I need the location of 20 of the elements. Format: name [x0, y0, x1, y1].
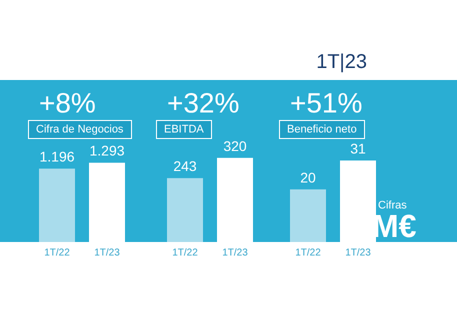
x-tick-label: 1T/23: [222, 248, 248, 258]
annotation: Cifras: [378, 200, 408, 212]
x-tick-label: 1T/22: [295, 248, 322, 258]
data-label: 31: [350, 140, 366, 157]
x-tick-label: 1T/23: [345, 248, 372, 258]
chart-subtitle: Cifra de Negocios: [36, 124, 124, 136]
data-label: 1.196: [39, 148, 75, 165]
data-label: 1.293: [89, 142, 125, 159]
x-tick-label: 1T/22: [172, 248, 198, 258]
text: 1T|23: [316, 51, 367, 73]
data-label: 243: [173, 158, 197, 174]
data-label: 320: [223, 138, 247, 154]
data-label: 20: [300, 169, 316, 186]
chart-title: +32%: [167, 88, 240, 118]
chart-title: +8%: [39, 88, 96, 118]
chart-subtitle: EBITDA: [164, 124, 204, 136]
chart-title: +51%: [290, 88, 362, 118]
chart-subtitle: Beneficio neto: [287, 124, 357, 136]
x-tick-label: 1T/22: [44, 248, 70, 258]
x-tick-label: 1T/23: [94, 248, 120, 258]
